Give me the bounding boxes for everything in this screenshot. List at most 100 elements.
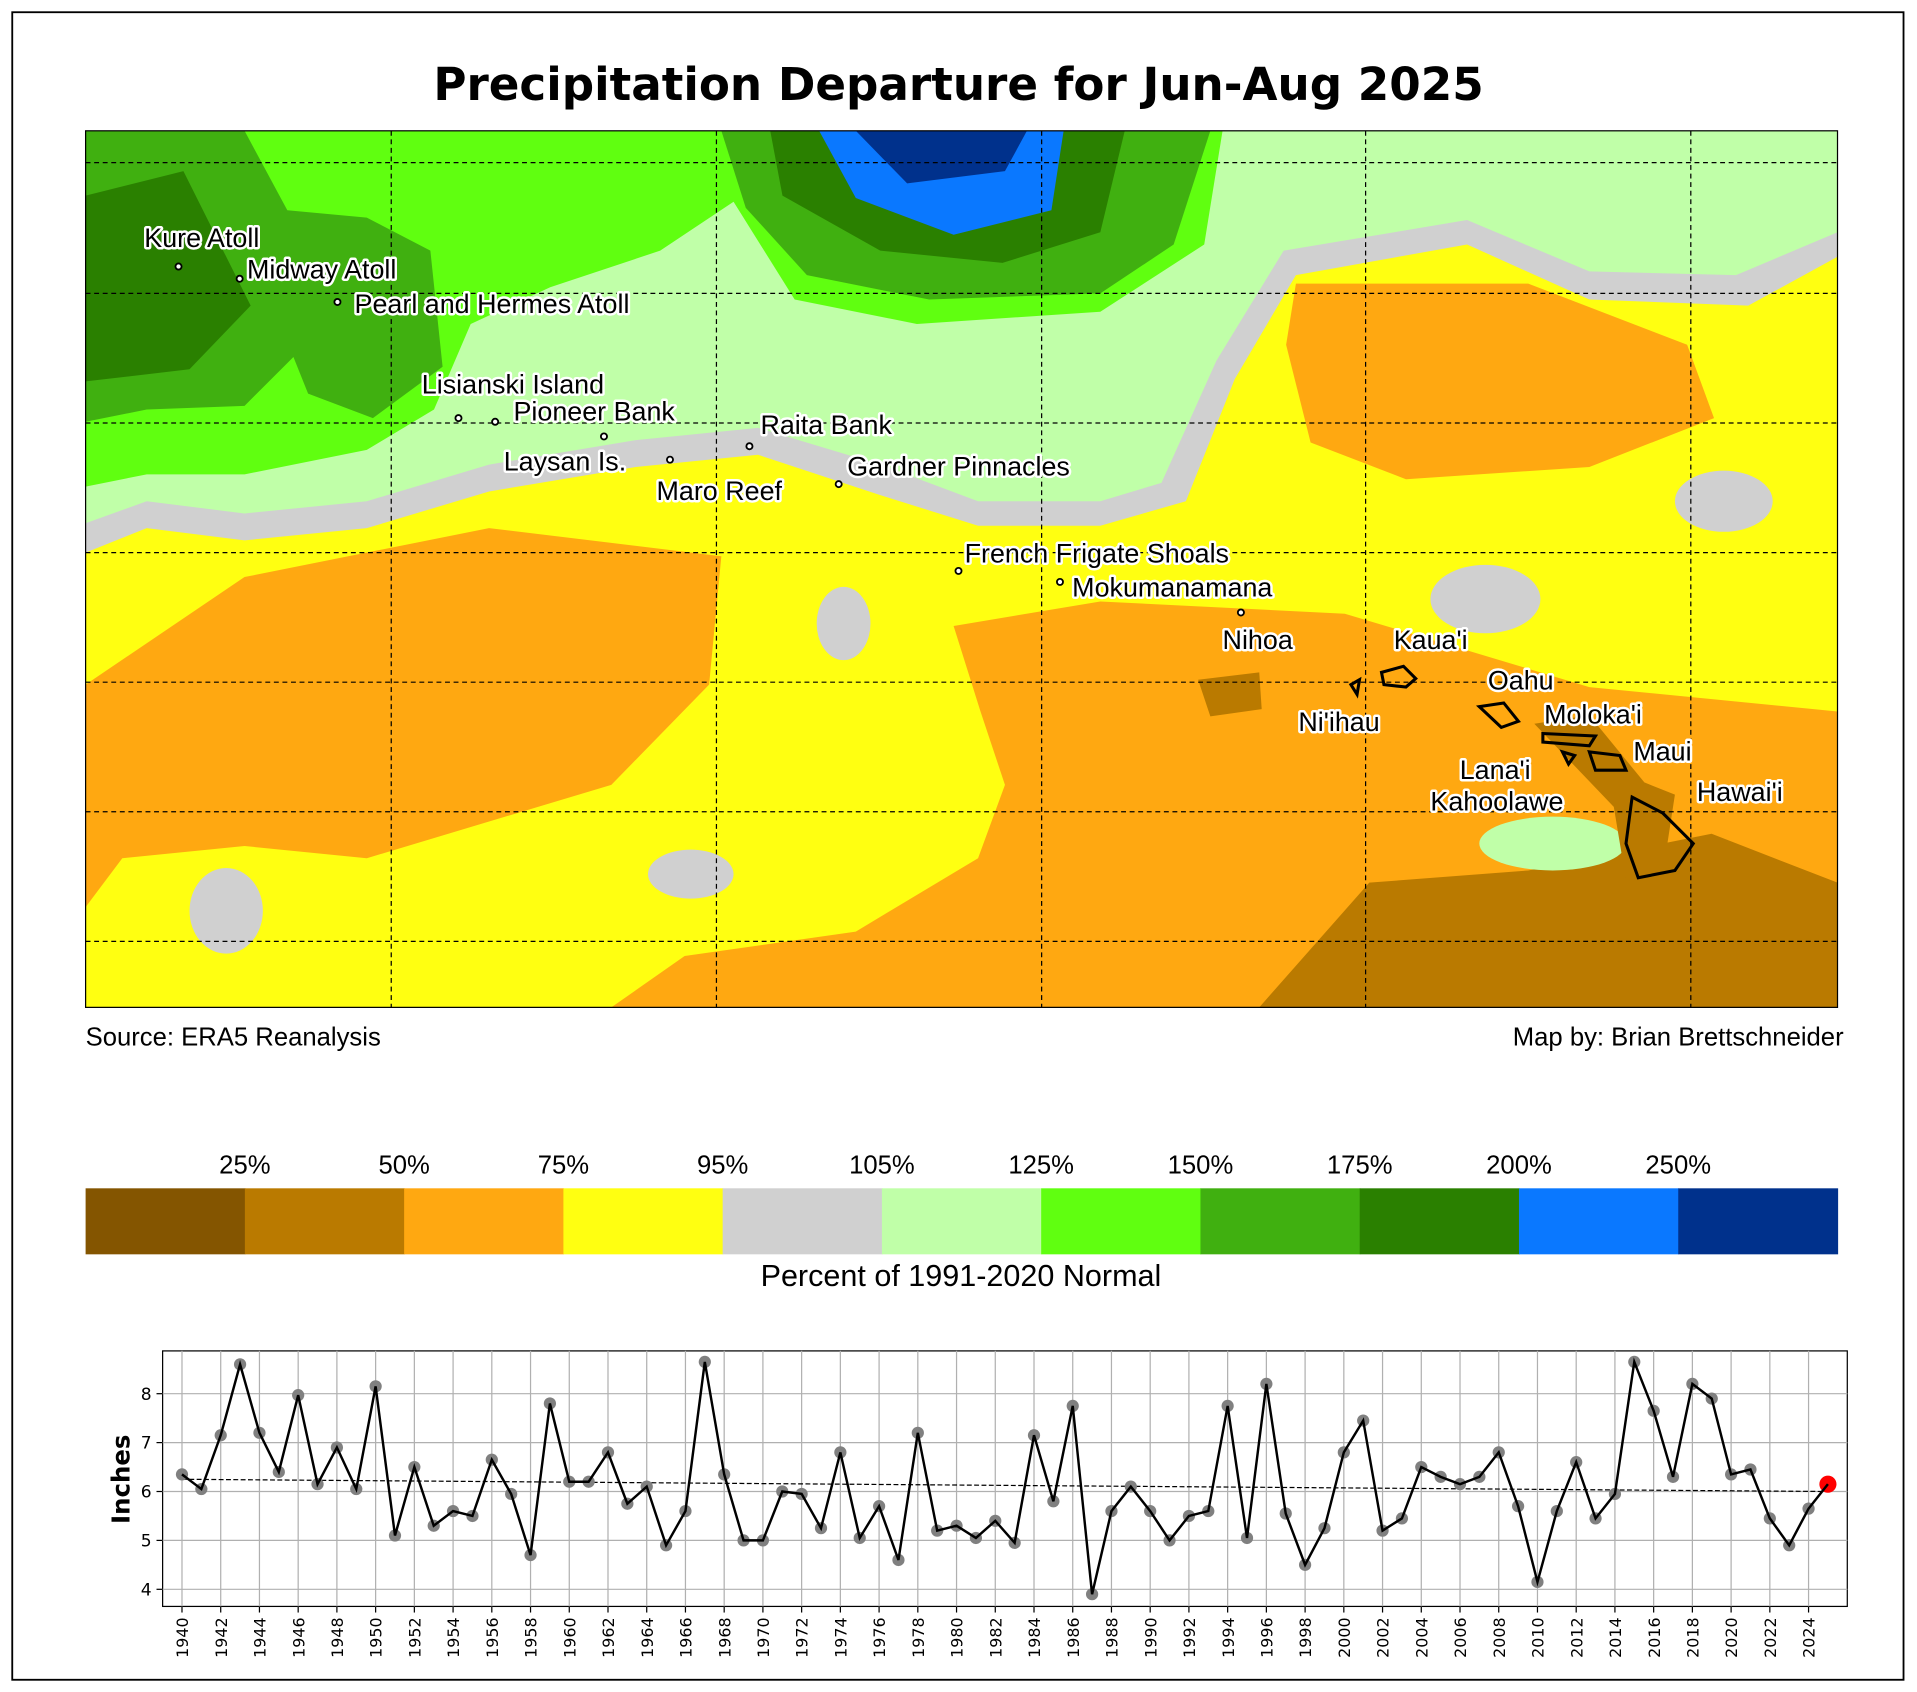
colorbar-tick-label: 175% [1327,1152,1393,1180]
x-tick-label: 1960 [560,1617,579,1657]
location-label: Kaua'i [1394,625,1468,655]
colorbar-swatch [1359,1188,1520,1255]
x-tick-label: 2022 [1761,1617,1780,1657]
x-tick-label: 1968 [715,1617,734,1657]
location-label: Kahoolawe [1430,787,1563,817]
colorbar-tick-label: 75% [538,1152,589,1180]
x-tick-label: 1982 [986,1617,1005,1657]
x-tick-label: 1948 [328,1617,347,1657]
location-dot [235,274,244,283]
location-label: Maui [1633,736,1691,766]
location-label: Nihoa [1223,625,1293,655]
x-tick-label: 2018 [1683,1617,1702,1657]
title: Precipitation Departure for Jun-Aug 2025 [433,58,1483,111]
x-tick-label: 1962 [599,1617,618,1657]
colorbar-swatch [244,1188,405,1255]
location-dot [834,480,843,489]
colorbar-label: Percent of 1991-2020 Normal [761,1259,1162,1293]
y-axis-label: Inches [107,1435,136,1525]
y-tick-label: 6 [141,1483,152,1503]
location-label: Lisianski Island [422,370,604,400]
location-dot [491,417,500,426]
location-label: Kure Atoll [144,223,259,253]
y-tick-label: 5 [141,1532,152,1552]
location-label: Oahu [1488,666,1554,696]
colorbar: 25% 50% 75% 95% 105% 125% 150% 175% 200% 250% [85,1152,1839,1255]
location-dot [1055,577,1064,586]
x-tick-label: 2016 [1645,1617,1664,1657]
location-dot [333,297,342,306]
x-tick-label: 1972 [793,1617,812,1657]
x-tick-label: 1998 [1296,1617,1315,1657]
x-tick-label: 1994 [1219,1617,1238,1657]
x-tick-label: 1986 [1064,1617,1083,1657]
colorbar-tick-label: 150% [1168,1152,1234,1180]
y-tick-label: 8 [141,1385,152,1405]
x-tick-label: 2012 [1567,1617,1586,1657]
x-tick-label: 1958 [522,1617,541,1657]
x-tick-label: 1950 [367,1617,386,1657]
x-tick-label: 1984 [1025,1617,1044,1657]
location-dot [1236,608,1245,617]
location-label: Midway Atoll [247,255,396,285]
x-tick-label: 2024 [1800,1617,1819,1657]
x-tick-label: 1954 [444,1617,463,1657]
location-dot [666,455,674,464]
credit: Map by: Brian Brettschneider [1513,1023,1844,1051]
colorbar-tick-label: 25% [219,1152,270,1180]
y-tick-label: 7 [141,1434,152,1454]
trend-line [181,1478,1828,1493]
location-label: Moloka'i [1544,700,1642,730]
location-dot [954,566,963,575]
location-label: Gardner Pinnacles [847,452,1070,482]
data-line [181,1357,1829,1595]
x-tick-label: 1944 [251,1617,270,1657]
x-tick-label: 1988 [1103,1617,1122,1657]
x-tick-label: 1978 [909,1617,928,1657]
colorbar-swatch [722,1188,883,1255]
colorbar-tick-label: 125% [1008,1152,1074,1180]
location-label: Pearl and Hermes Atoll [355,289,630,319]
location-dot [174,262,183,271]
x-tick-label: 2002 [1374,1617,1393,1657]
location-label: Mokumanamana [1072,573,1272,603]
colorbar-tick-label: 200% [1486,1152,1552,1180]
x-tick-label: 2014 [1606,1617,1625,1657]
x-tick-label: 1980 [948,1617,967,1657]
colorbar-swatch [881,1188,1042,1255]
x-tick-label: 2000 [1335,1617,1354,1657]
x-tick-label: 1942 [212,1617,231,1657]
location-label: French Frigate Shoals [965,538,1229,568]
x-tick-label: 2006 [1451,1617,1470,1657]
x-tick-label: 1996 [1257,1617,1276,1657]
colorbar-tick-label: 250% [1645,1152,1711,1180]
x-tick-label: 1956 [483,1617,502,1657]
colorbar-tick-label: 105% [849,1152,915,1180]
location-label: Lana'i [1460,755,1531,785]
location-label: Maro Reef [657,476,783,506]
x-tick-label: 2004 [1412,1617,1431,1657]
location-label: Hawai'i [1697,777,1783,807]
location-label: Ni'ihau [1298,707,1379,737]
x-tick-label: 1946 [289,1617,308,1657]
x-tick-label: 2020 [1722,1617,1741,1657]
colorbar-swatch [1041,1188,1202,1255]
colorbar-swatch [1200,1188,1361,1255]
x-tick-label: 1992 [1180,1617,1199,1657]
y-tick-label: 4 [141,1580,152,1600]
x-tick-label: 1970 [754,1617,773,1657]
colorbar-swatch [85,1188,246,1255]
x-tick-label: 1966 [677,1617,696,1657]
location-label: Laysan Is. [504,447,627,477]
colorbar-swatch [563,1188,724,1255]
x-tick-label: 2008 [1490,1617,1509,1657]
x-tick-label: 1974 [831,1617,850,1657]
location-dot [599,432,608,441]
x-tick-label: 1964 [638,1617,657,1657]
x-tick-label: 1940 [173,1617,192,1657]
colorbar-tick-label: 95% [697,1152,748,1180]
colorbar-swatch [1678,1188,1839,1255]
source: Source: ERA5 Reanalysis [86,1023,381,1051]
colorbar-swatch [1518,1188,1679,1255]
